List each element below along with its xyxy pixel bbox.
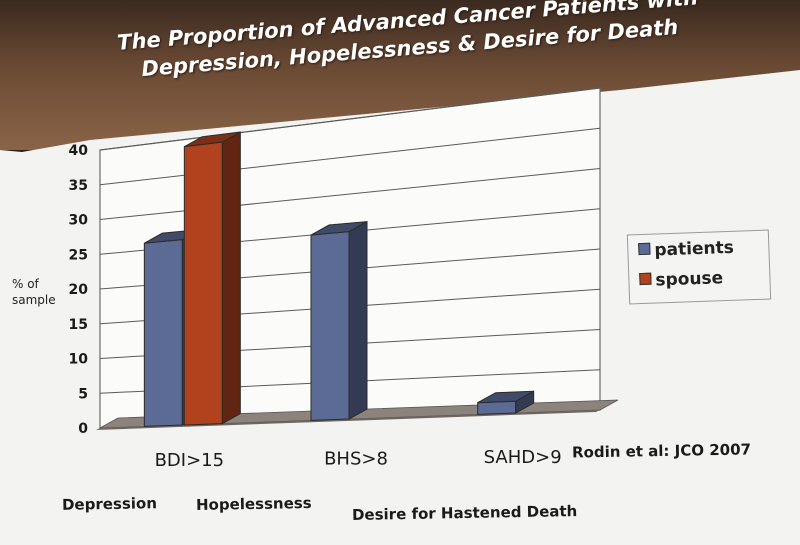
legend-item-patients: patients (638, 238, 734, 265)
x-tick-0: BDI>15 (155, 450, 225, 471)
bar-patients-1 (310, 220, 368, 421)
x-tick-2: SAHD>9 (484, 447, 562, 468)
y-tick-5: 25 (69, 247, 88, 263)
y-tick-labels: 0 5 10 15 20 25 30 35 40 (69, 143, 89, 437)
y-tick-4: 20 (69, 282, 89, 298)
x-tick-labels: BDI>15 BHS>8 SAHD>9 (155, 447, 562, 471)
legend-label-spouse: spouse (655, 268, 724, 291)
bar-top-spouse-0 (184, 131, 241, 148)
y-tick-0: 0 (78, 421, 88, 437)
legend-swatch-patients (638, 242, 651, 256)
legend: patients spouse (626, 229, 772, 305)
bars (143, 131, 535, 427)
bar-patients-2 (477, 390, 535, 415)
bar-side-patients-1 (348, 220, 368, 420)
y-tick-3: 15 (69, 317, 88, 333)
legend-label-patients: patients (654, 237, 735, 261)
footer-label-hopelessness: Hopelessness (195, 493, 312, 515)
x-tick-1: BHS>8 (324, 449, 388, 470)
gridline-8 (99, 87, 601, 151)
bar-front-patients-2 (477, 400, 517, 415)
y-tick-6: 30 (69, 213, 89, 229)
y-tick-1: 5 (78, 386, 88, 402)
y-tick-2: 10 (69, 352, 89, 368)
bar-front-patients-0 (143, 239, 183, 427)
source-citation: Rodin et al: JCO 2007 (571, 440, 752, 462)
bar-top-patients-1 (310, 221, 368, 236)
legend-item-spouse: spouse (639, 268, 724, 295)
legend-swatch-spouse (639, 272, 652, 286)
y-axis-label-line-2: sample (12, 293, 56, 307)
bar-front-patients-1 (310, 231, 350, 421)
floor-edge (96, 410, 600, 430)
bar-spouse-0 (183, 131, 241, 426)
footer-label-depression: Depression (61, 494, 158, 514)
bar-side-spouse-0 (221, 131, 241, 425)
y-tick-7: 35 (69, 178, 88, 194)
gridline-7 (99, 127, 601, 186)
y-axis-label-line-1: % of (12, 277, 39, 291)
y-axis-label: % of sample (12, 276, 72, 308)
gridline-6 (99, 168, 601, 220)
y-tick-8: 40 (69, 143, 89, 159)
bar-top-patients-2 (477, 390, 534, 404)
bar-front-spouse-0 (183, 141, 223, 426)
